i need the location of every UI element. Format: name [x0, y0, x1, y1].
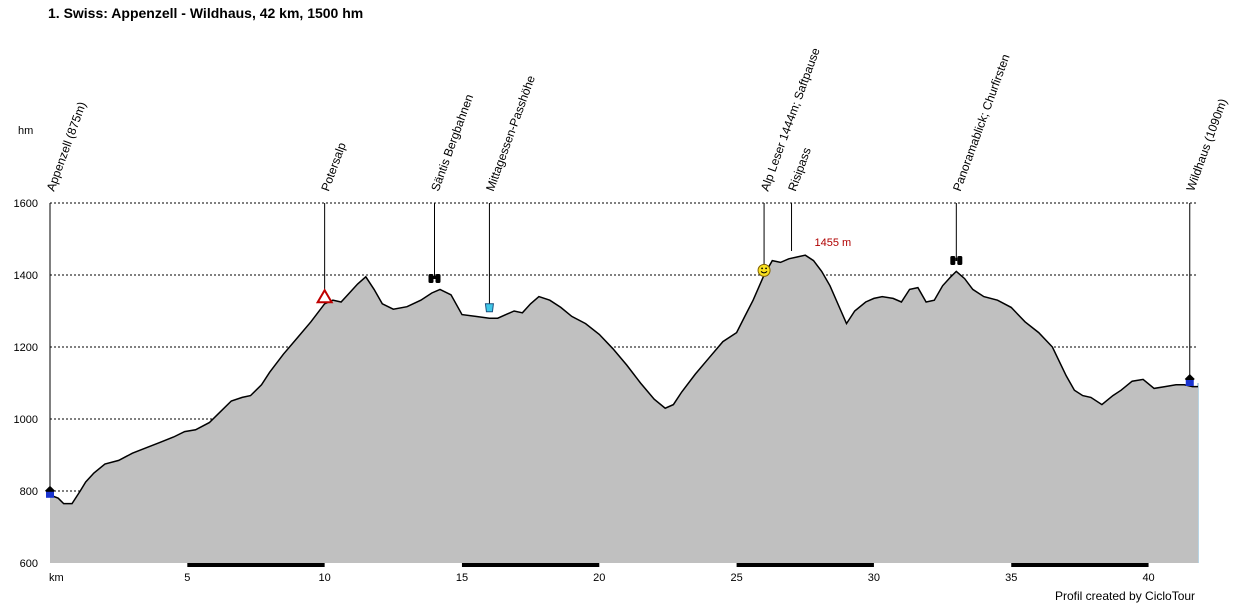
x-tick-labels: 5 10 15 20 25 30 35 40 [184, 572, 1154, 584]
warning-triangle-icon [315, 288, 334, 304]
chart-title: 1. Swiss: Appenzell - Wildhaus, 42 km, 1… [48, 5, 363, 21]
waypoint-label: Alp Leser 1444m; Saftpause [758, 46, 823, 193]
waypoint-icons [45, 256, 1195, 498]
x-tick-label: 40 [1142, 572, 1154, 584]
y-tick-label: 1400 [14, 270, 38, 282]
x-tick-label: 30 [868, 572, 880, 584]
y-tick-label: 1000 [14, 414, 38, 426]
elevation-area [50, 255, 1198, 563]
waypoint-label: Risipass [785, 146, 814, 193]
x-axis-band [187, 563, 325, 567]
binoculars-icon [950, 256, 963, 265]
x-axis-band [461, 563, 600, 567]
x-tick-label: 20 [593, 572, 605, 584]
x-tick-label: 10 [319, 572, 331, 584]
y-tick-label: 800 [20, 486, 38, 498]
x-axis-band [1011, 563, 1149, 567]
credit-text: Profil created by CicloTour [1055, 589, 1195, 603]
waypoint-label: Panoramablick; Churfirsten [950, 52, 1013, 193]
elevation-line [49, 254, 1198, 505]
waypoint-label: Mittagessen-Passhöhe [483, 73, 538, 193]
waypoint-label: Potersalp [318, 140, 349, 193]
x-tick-label: 25 [730, 572, 742, 584]
y-tick-label: 600 [20, 558, 38, 570]
y-tick-label: 1200 [14, 342, 38, 354]
x-tick-label: 15 [456, 572, 468, 584]
end-marker-base-icon [1185, 380, 1194, 386]
waypoint-label: Appenzell (875m) [44, 100, 89, 193]
x-tick-label: 35 [1005, 572, 1017, 584]
smiley-icon [757, 263, 771, 277]
y-axis-label: hm [18, 125, 33, 137]
peak-elevation-label: 1455 m [815, 237, 852, 249]
y-tick-label: 1600 [14, 198, 38, 210]
x-tick-label: 5 [184, 572, 190, 584]
waypoint-label: Wildhaus (1090m) [1183, 97, 1229, 193]
waypoint-label: Säntis Bergbahnen [428, 92, 476, 193]
y-tick-labels: 600 800 1000 1200 1400 1600 [14, 198, 38, 570]
x-axis-label: km [49, 572, 64, 584]
x-axis-band [736, 563, 874, 567]
binoculars-icon [428, 274, 441, 283]
start-marker-base-icon [46, 491, 54, 498]
drink-cup-icon [484, 303, 494, 313]
